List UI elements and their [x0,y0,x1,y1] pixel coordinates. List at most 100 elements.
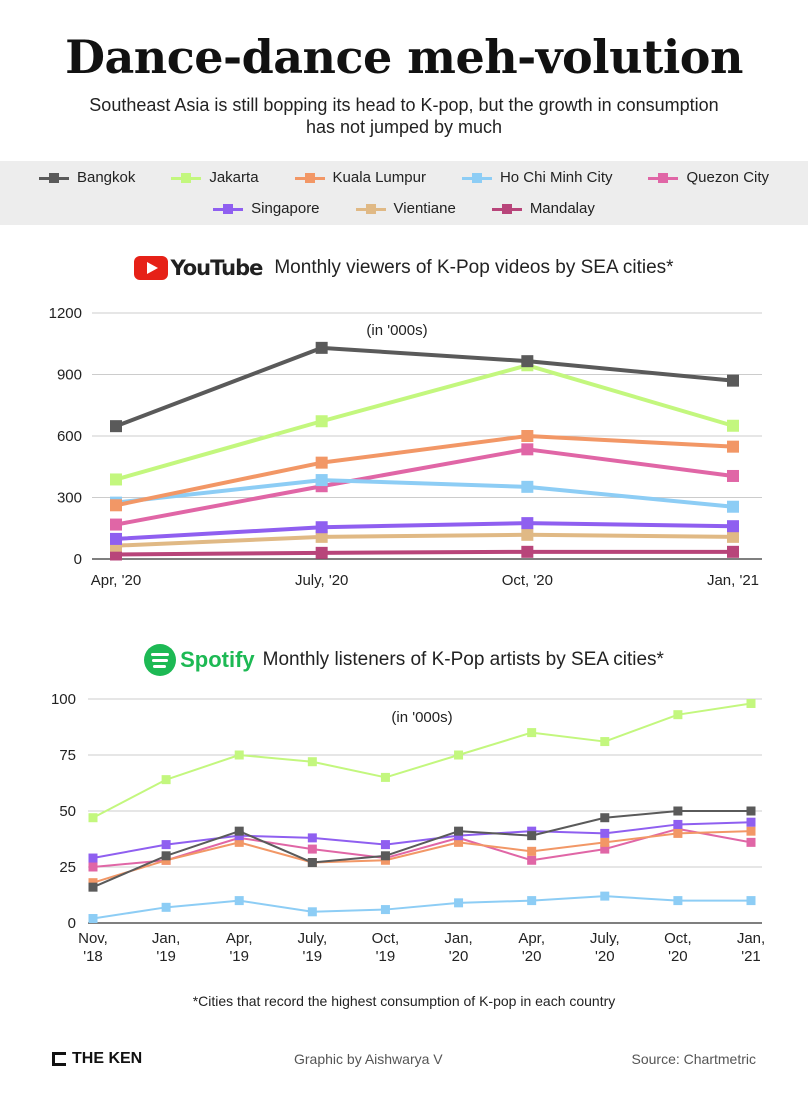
yt-point-bangkok [521,355,534,368]
spotify-chart: 0255075100Nov,'18Jan,'19Apr,'19July,'19O… [51,691,765,965]
yt-series-singapore [110,517,739,545]
sp-point-ho-chi-minh-city [234,896,244,906]
legend-label-singapore: Singapore [251,200,320,217]
sp-point-ho-chi-minh-city [161,902,171,912]
sp-series-singapore [88,817,756,863]
youtube-logo-text: YouTube [170,256,263,280]
sp-point-jakarta [380,772,390,782]
sp-point-singapore [600,828,610,838]
legend-label-bangkok: Bangkok [76,169,136,186]
yt-point-mandalay [521,545,534,558]
legend-swatch-bangkok [38,172,69,184]
sp-point-ho-chi-minh-city [380,905,390,915]
sp-point-bangkok [673,806,683,816]
yt-point-jakarta [110,473,122,486]
page-title: Dance-dance meh-volution [65,30,743,84]
sp-x-tick-label: Jan, [152,930,180,947]
legend: Bangkok Jakarta Kuala Lumpur Ho Chi Minh Ci… [0,161,808,225]
sp-series-bangkok [88,806,756,892]
source-note: Source: Chartmetric [631,1051,756,1067]
sp-x-tick-label: Oct, [664,930,692,947]
sp-x-tick-label: '19 [376,948,396,965]
brand-name: THE KEN [72,1050,143,1067]
page-subtitle: Southeast Asia is still bopping its head… [89,95,719,137]
sp-point-bangkok [454,826,464,836]
sp-x-tick-label: Apr, [226,930,253,947]
yt-point-ho-chi-minh-city [521,480,534,493]
sp-point-bangkok [380,851,390,861]
sp-point-jakarta [234,750,244,760]
sp-point-singapore [673,819,683,829]
sp-point-bangkok [746,806,756,816]
sp-series-kuala-lumpur [88,826,756,888]
sp-x-tick-label: '18 [83,948,103,965]
footnote: *Cities that record the highest consumpt… [192,993,616,1009]
sp-point-bangkok [600,813,610,823]
graphic-credit: Graphic by Aishwarya V [294,1051,443,1067]
youtube-chart-header: YouTube Monthly viewers of K-Pop videos … [0,256,808,280]
legend-item-singapore: Singapore [213,200,320,217]
footer: THE KEN Graphic by Aishwarya V Source: C… [0,1050,808,1070]
sp-point-singapore [307,833,317,843]
yt-point-quezon-city [521,443,534,456]
sp-point-kuala-lumpur [600,837,610,847]
sp-point-quezon-city [600,844,610,854]
yt-point-kuala-lumpur [110,499,122,512]
sp-point-kuala-lumpur [527,846,537,856]
sp-point-singapore [380,840,390,850]
sp-point-singapore [746,817,756,827]
sp-point-jakarta [454,750,464,760]
yt-point-kuala-lumpur [315,456,328,469]
yt-line-quezon-city [115,447,734,527]
spotify-icon [144,644,177,676]
yt-line-ho-chi-minh-city [115,478,734,509]
legend-label-kuala-lumpur: Kuala Lumpur [332,169,426,186]
sp-point-kuala-lumpur [234,837,244,847]
sp-x-tick-label: '19 [156,948,176,965]
yt-point-quezon-city [727,469,739,482]
legend-swatch-ho-chi-minh-city [461,172,492,184]
sp-x-tick-label: '21 [741,948,761,965]
legend-label-vientiane: Vientiane [393,200,456,217]
sp-line-kuala-lumpur [92,830,752,884]
sp-y-tick-label: 0 [68,915,76,932]
sp-point-ho-chi-minh-city [673,896,683,906]
yt-series-vientiane [110,528,739,552]
legend-item-ho-chi-minh-city: Ho Chi Minh City [461,169,613,186]
yt-line-bangkok [115,345,734,429]
legend-label-ho-chi-minh-city: Ho Chi Minh City [499,169,613,186]
sp-point-singapore [161,840,171,850]
yt-y-tick-label: 600 [57,428,82,445]
sp-x-tick-label: '20 [449,948,469,965]
spotify-chart-header: Spotify Monthly listeners of K-Pop artis… [0,644,808,676]
yt-x-tick-label: Oct, '20 [502,572,553,589]
yt-point-singapore [521,517,534,530]
yt-x-tick-label: Apr, '20 [91,572,141,589]
sp-point-bangkok [527,831,537,841]
ken-logo-icon [52,1052,66,1066]
yt-line-jakarta [115,363,734,482]
sp-line-bangkok [92,810,751,889]
sp-y-tick-label: 25 [59,859,76,876]
legend-swatch-quezon-city [648,172,679,184]
spotify-logo: Spotify [144,644,255,676]
legend-label-quezon-city: Quezon City [686,169,770,186]
legend-row-2: Singapore Vientiane Mandalay [0,200,808,217]
yt-point-bangkok [110,420,122,433]
spotify-logo-text: Spotify [180,647,255,672]
sp-point-ho-chi-minh-city [454,898,464,908]
sp-x-tick-label: '19 [303,948,323,965]
yt-point-vientiane [727,530,739,543]
sp-point-jakarta [746,698,756,708]
yt-point-vientiane [315,530,328,543]
sp-unit-note: (in '000s) [391,709,452,726]
sp-point-kuala-lumpur [746,826,756,836]
yt-x-tick-label: Jan, '21 [707,572,759,589]
sp-point-jakarta [527,728,537,738]
yt-y-tick-label: 1200 [49,305,82,322]
yt-y-tick-label: 900 [57,367,82,384]
legend-label-jakarta: Jakarta [209,169,259,186]
yt-point-ho-chi-minh-city [727,500,739,513]
sp-x-tick-label: Apr, [518,930,545,947]
sp-x-tick-label: July, [590,930,620,947]
